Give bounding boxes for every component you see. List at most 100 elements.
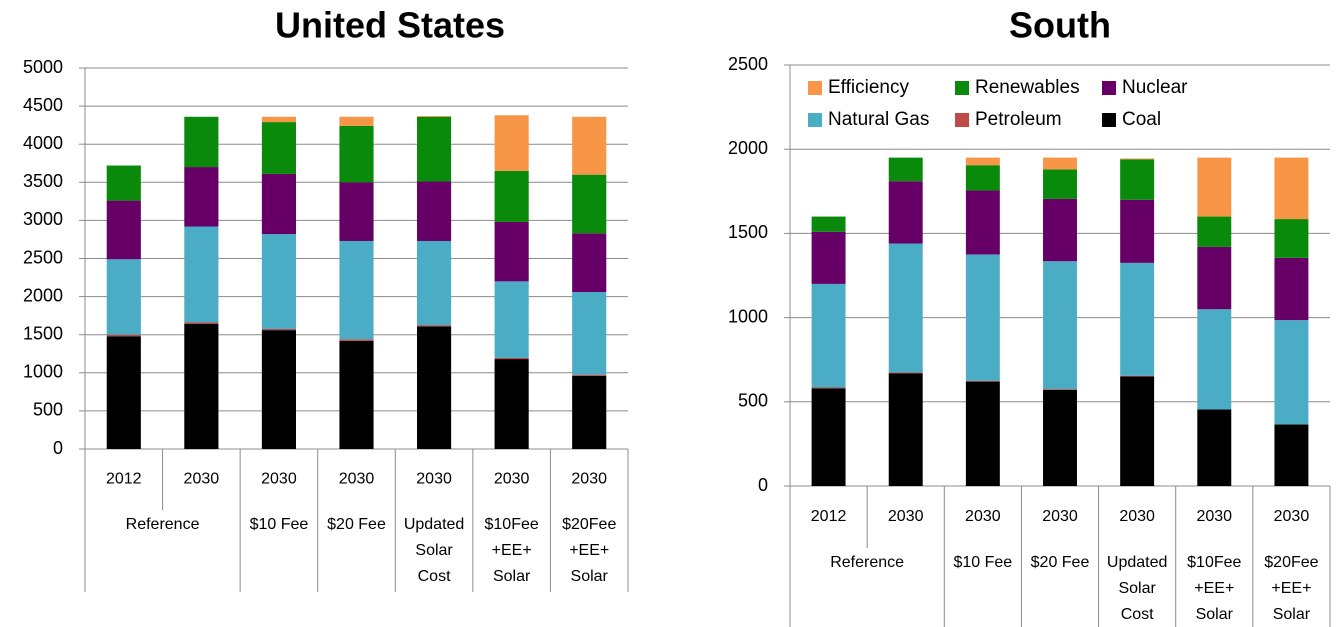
x-tick-label: 2030 — [571, 471, 607, 488]
group-label: +EE+ — [492, 542, 532, 559]
bar-segment — [1197, 246, 1232, 310]
bar-segment — [1043, 157, 1077, 170]
bar-segment — [1274, 424, 1309, 486]
bar-segment — [888, 373, 923, 486]
y-tick-label: 4000 — [23, 133, 63, 153]
bar-segment — [106, 200, 141, 260]
group-label: +EE+ — [569, 542, 609, 559]
bar-segment — [811, 388, 846, 486]
bar-segment — [965, 381, 1000, 486]
bar-segment — [417, 240, 452, 326]
y-tick-label: 0 — [758, 475, 768, 495]
bar-segment — [888, 372, 923, 374]
y-tick-label: 2500 — [728, 54, 768, 74]
bar-segment — [417, 325, 452, 327]
legend-swatch — [1102, 113, 1116, 127]
bar-segment — [811, 231, 846, 284]
bar-segment — [494, 115, 529, 171]
group-label: +EE+ — [1194, 580, 1234, 597]
y-tick-label: 3000 — [23, 209, 63, 229]
bar-segment — [261, 122, 296, 174]
bar-segment — [1197, 409, 1232, 486]
group-label: Solar — [1273, 606, 1311, 623]
bar-segment — [572, 375, 607, 449]
bar-segment — [1120, 159, 1155, 200]
bar-segment — [1043, 198, 1077, 262]
x-tick-label: 2030 — [1119, 508, 1155, 525]
bar-segment — [1043, 169, 1077, 199]
y-tick-label: 2000 — [728, 138, 768, 158]
y-tick-label: 2500 — [23, 247, 63, 267]
group-label: Solar — [415, 542, 453, 559]
group-label: $20 Fee — [327, 516, 386, 533]
legend-label: Coal — [1122, 109, 1161, 130]
bar-segment — [888, 157, 923, 182]
bar-segment — [261, 328, 296, 331]
x-tick-label: 2012 — [811, 508, 847, 525]
y-tick-label: 1500 — [728, 222, 768, 242]
group-label: Cost — [418, 568, 451, 585]
x-tick-label: 2030 — [1042, 508, 1078, 525]
bar-segment — [1043, 389, 1077, 391]
bar-segment — [184, 322, 219, 325]
x-tick-label: 2012 — [106, 471, 142, 488]
bar-segment — [494, 359, 529, 449]
bar-segment — [339, 182, 374, 241]
chart-title: United States — [275, 5, 505, 46]
bar-segment — [106, 259, 141, 335]
bar-segment — [965, 254, 1000, 381]
bar-segment — [417, 116, 452, 182]
bar-segment — [184, 324, 219, 449]
legend-label: Efficiency — [828, 77, 909, 98]
x-tick-label: 2030 — [1274, 508, 1310, 525]
legend-label: Natural Gas — [828, 109, 929, 130]
group-label: Solar — [571, 568, 609, 585]
x-tick-label: 2030 — [261, 471, 297, 488]
bar-segment — [1197, 309, 1232, 410]
bar-segment — [572, 174, 607, 234]
y-tick-label: 1500 — [23, 323, 63, 343]
group-label: +EE+ — [1271, 580, 1311, 597]
legend-swatch — [1102, 81, 1116, 95]
y-tick-label: 1000 — [23, 362, 63, 382]
bar-segment — [339, 339, 374, 341]
group-label: Updated — [1107, 554, 1168, 571]
bar-segment — [1274, 219, 1309, 258]
bar-segment — [811, 216, 846, 232]
x-tick-label: 2030 — [339, 471, 375, 488]
bar-segment — [965, 380, 1000, 382]
y-tick-label: 3500 — [23, 171, 63, 191]
group-label: Solar — [1118, 580, 1156, 597]
bar-segment — [1043, 390, 1077, 486]
group-label: $20Fee — [1264, 554, 1318, 571]
bar-segment — [1197, 157, 1232, 217]
bar-segment — [1120, 376, 1155, 486]
y-tick-label: 500 — [33, 400, 63, 420]
legend-label: Renewables — [975, 77, 1080, 98]
bar-segment — [417, 326, 452, 449]
bar-segment — [417, 116, 452, 117]
bar-segment — [339, 116, 374, 126]
bar-segment — [494, 357, 529, 360]
bar-segment — [965, 165, 1000, 191]
x-tick-label: 2030 — [1196, 508, 1232, 525]
bar-segment — [261, 330, 296, 449]
bar-segment — [417, 181, 452, 241]
bar-segment — [184, 167, 219, 227]
bar-segment — [261, 234, 296, 329]
x-tick-label: 2030 — [494, 471, 530, 488]
bar-segment — [1120, 375, 1155, 377]
x-tick-label: 2030 — [184, 471, 220, 488]
bar-segment — [572, 374, 607, 376]
legend-label: Nuclear — [1122, 77, 1188, 98]
legend-label: Petroleum — [975, 109, 1062, 130]
bar-segment — [339, 340, 374, 449]
group-label: $20Fee — [562, 516, 616, 533]
bar-segment — [339, 125, 374, 183]
bar-segment — [1043, 261, 1077, 390]
bar-segment — [888, 243, 923, 373]
bar-segment — [261, 116, 296, 123]
bar-segment — [811, 283, 846, 388]
chart-title: South — [1009, 5, 1111, 46]
bar-segment — [1274, 320, 1309, 425]
